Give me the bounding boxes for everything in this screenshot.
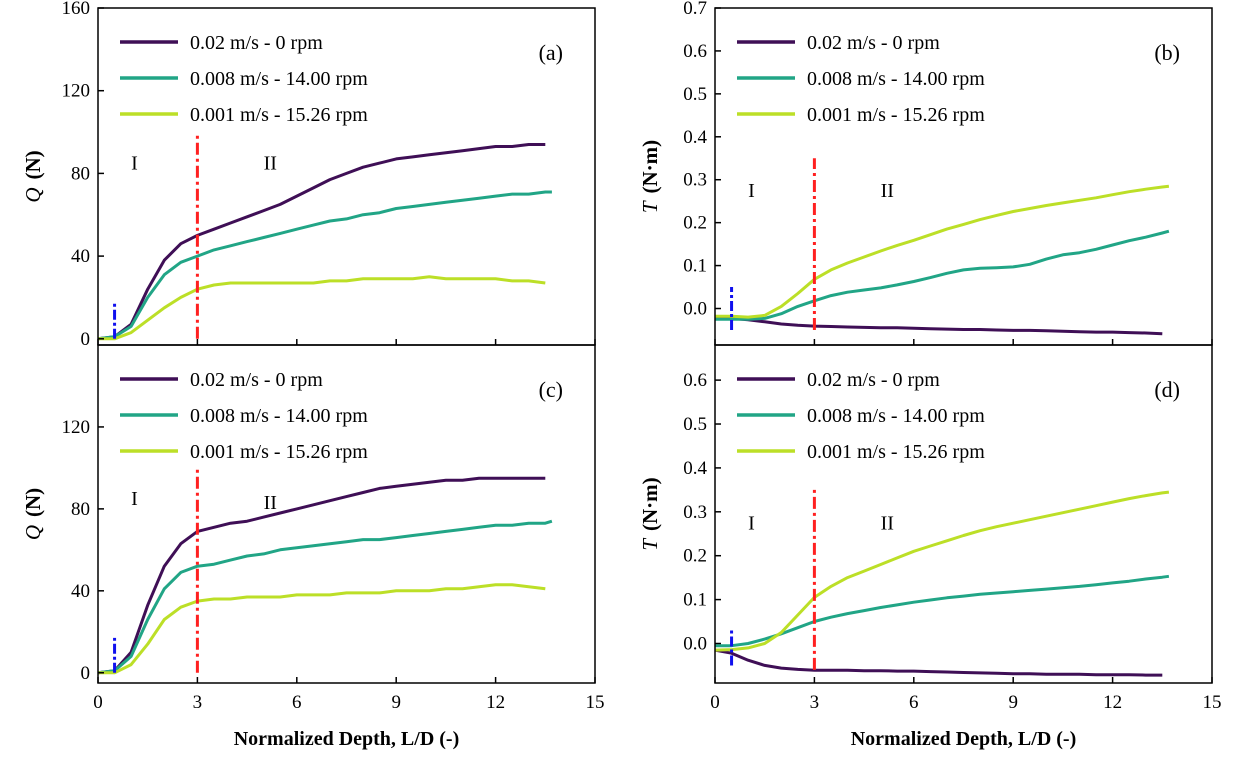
y-tick-label: 0.3	[683, 170, 707, 191]
series-line-1	[97, 143, 546, 341]
plot-frame	[714, 7, 1213, 346]
x-tick-label: 9	[391, 692, 401, 713]
y-axis-label: T (N·m)	[638, 477, 662, 550]
series-line-1	[97, 476, 546, 675]
legend-label: 0.02 m/s - 0 rpm	[190, 32, 323, 54]
y-tick-label: 120	[62, 417, 91, 438]
x-tick-label: 3	[193, 692, 203, 713]
y-tick-label: 0.0	[683, 299, 707, 320]
region-label-1: I	[748, 180, 755, 202]
region-label-1: I	[748, 512, 755, 534]
x-tick-label: 6	[292, 692, 302, 713]
legend: 0.02 m/s - 0 rpm 0.008 m/s - 14.00 rpm 0.0…	[120, 369, 368, 463]
series-line-2	[715, 229, 1170, 321]
legend-label: 0.008 m/s - 14.00 rpm	[190, 405, 368, 427]
plot-frame	[97, 7, 596, 346]
y-axis-symbol: Q	[21, 525, 45, 540]
x-tick-label: 9	[1008, 692, 1018, 713]
series-line-3	[98, 275, 546, 341]
y-axis-unit: (N·m)	[638, 140, 662, 194]
x-tick-label: 0	[93, 692, 103, 713]
panel-tag: (b)	[1154, 40, 1180, 65]
x-tick-label: 15	[1203, 692, 1222, 713]
x-axis-label: Normalized Depth, L/D (-)	[234, 728, 460, 750]
y-tick-label: 0.2	[683, 546, 707, 567]
y-tick-label: 0	[81, 329, 91, 350]
y-tick-label: 40	[71, 246, 90, 267]
panel-d: 0.0 0.1 0.2 0.3 0.4 0.5 0.6 0 3 6 9 12 15 0.02 m/s - …	[638, 344, 1222, 750]
x-tick-label: 15	[586, 692, 605, 713]
y-axis-label: Q (N)	[21, 150, 45, 202]
y-axis-label: Q (N)	[21, 488, 45, 540]
y-tick-label: 0.6	[683, 41, 707, 62]
y-tick-label: 0.7	[683, 0, 707, 19]
panel-c: 0 40 80 120 0 3 6 9 12 15 0.02 m/s - 0 rpm 0.008 m/…	[21, 344, 605, 750]
x-tick-label: 0	[710, 692, 720, 713]
legend-label: 0.001 m/s - 15.26 rpm	[807, 441, 985, 463]
y-tick-label: 0.1	[683, 256, 707, 277]
y-axis-symbol: T	[638, 200, 662, 213]
series-line-1	[714, 648, 1163, 677]
panel-tag: (c)	[539, 377, 563, 402]
y-tick-label: 0.2	[683, 213, 707, 234]
panel-a: 0 40 80 120 160 0.02 m/s - 0 rpm 0.008 m/s - 1…	[21, 0, 596, 350]
panel-tag: (a)	[539, 40, 563, 65]
y-axis-symbol: T	[638, 538, 662, 551]
region-label-1: I	[131, 488, 138, 510]
series-line-2	[97, 190, 552, 341]
legend-label: 0.02 m/s - 0 rpm	[807, 369, 940, 391]
y-tick-label: 0.0	[683, 633, 707, 654]
legend-label: 0.008 m/s - 14.00 rpm	[807, 405, 985, 427]
legend-label: 0.02 m/s - 0 rpm	[807, 32, 940, 54]
region-label-2: II	[881, 512, 894, 534]
y-axis-symbol: Q	[21, 187, 45, 202]
series-line-3	[98, 583, 546, 675]
series-line-1	[714, 316, 1163, 336]
legend: 0.02 m/s - 0 rpm 0.008 m/s - 14.00 rpm 0.0…	[737, 369, 985, 463]
y-tick-label: 80	[71, 499, 90, 520]
y-axis-unit: (N)	[21, 150, 45, 179]
region-label-2: II	[264, 152, 277, 174]
legend-label: 0.001 m/s - 15.26 rpm	[190, 441, 368, 463]
panel-tag: (d)	[1154, 377, 1180, 402]
x-axis-label: Normalized Depth, L/D (-)	[851, 728, 1077, 750]
region-label-2: II	[264, 492, 277, 514]
legend: 0.02 m/s - 0 rpm 0.008 m/s - 14.00 rpm 0.0…	[737, 32, 985, 126]
x-tick-label: 12	[1103, 692, 1122, 713]
legend-label: 0.02 m/s - 0 rpm	[190, 369, 323, 391]
y-tick-label: 0	[81, 663, 91, 684]
y-axis-unit: (N)	[21, 488, 45, 517]
y-axis-unit: (N·m)	[638, 477, 662, 531]
y-tick-label: 160	[62, 0, 91, 19]
series-line-3	[714, 490, 1170, 652]
legend-label: 0.001 m/s - 15.26 rpm	[807, 104, 985, 126]
legend: 0.02 m/s - 0 rpm 0.008 m/s - 14.00 rpm 0.0…	[120, 32, 368, 126]
y-tick-label: 0.3	[683, 502, 707, 523]
y-tick-label: 0.5	[683, 84, 707, 105]
panel-b: 0.0 0.1 0.2 0.3 0.4 0.5 0.6 0.7 0.02 m/s - 0 rpm…	[638, 0, 1213, 346]
y-tick-label: 0.1	[683, 590, 707, 611]
series-line-2	[97, 519, 553, 675]
y-tick-label: 120	[62, 81, 91, 102]
legend-label: 0.001 m/s - 15.26 rpm	[190, 104, 368, 126]
region-label-1: I	[131, 152, 138, 174]
x-tick-label: 6	[909, 692, 919, 713]
plot-frame	[97, 344, 596, 684]
y-tick-label: 0.4	[683, 127, 707, 148]
series-line-2	[715, 574, 1170, 648]
y-tick-label: 0.6	[683, 370, 707, 391]
legend-label: 0.008 m/s - 14.00 rpm	[190, 68, 368, 90]
plot-frame	[714, 344, 1213, 684]
region-label-2: II	[881, 180, 894, 202]
x-tick-label: 12	[486, 692, 505, 713]
x-tick-label: 3	[810, 692, 820, 713]
y-tick-label: 0.4	[683, 458, 707, 479]
series-line-3	[715, 184, 1170, 319]
y-axis-label: T (N·m)	[638, 140, 662, 213]
y-tick-label: 40	[71, 581, 90, 602]
y-tick-label: 80	[71, 163, 90, 184]
y-tick-label: 0.5	[683, 414, 707, 435]
legend-label: 0.008 m/s - 14.00 rpm	[807, 68, 985, 90]
